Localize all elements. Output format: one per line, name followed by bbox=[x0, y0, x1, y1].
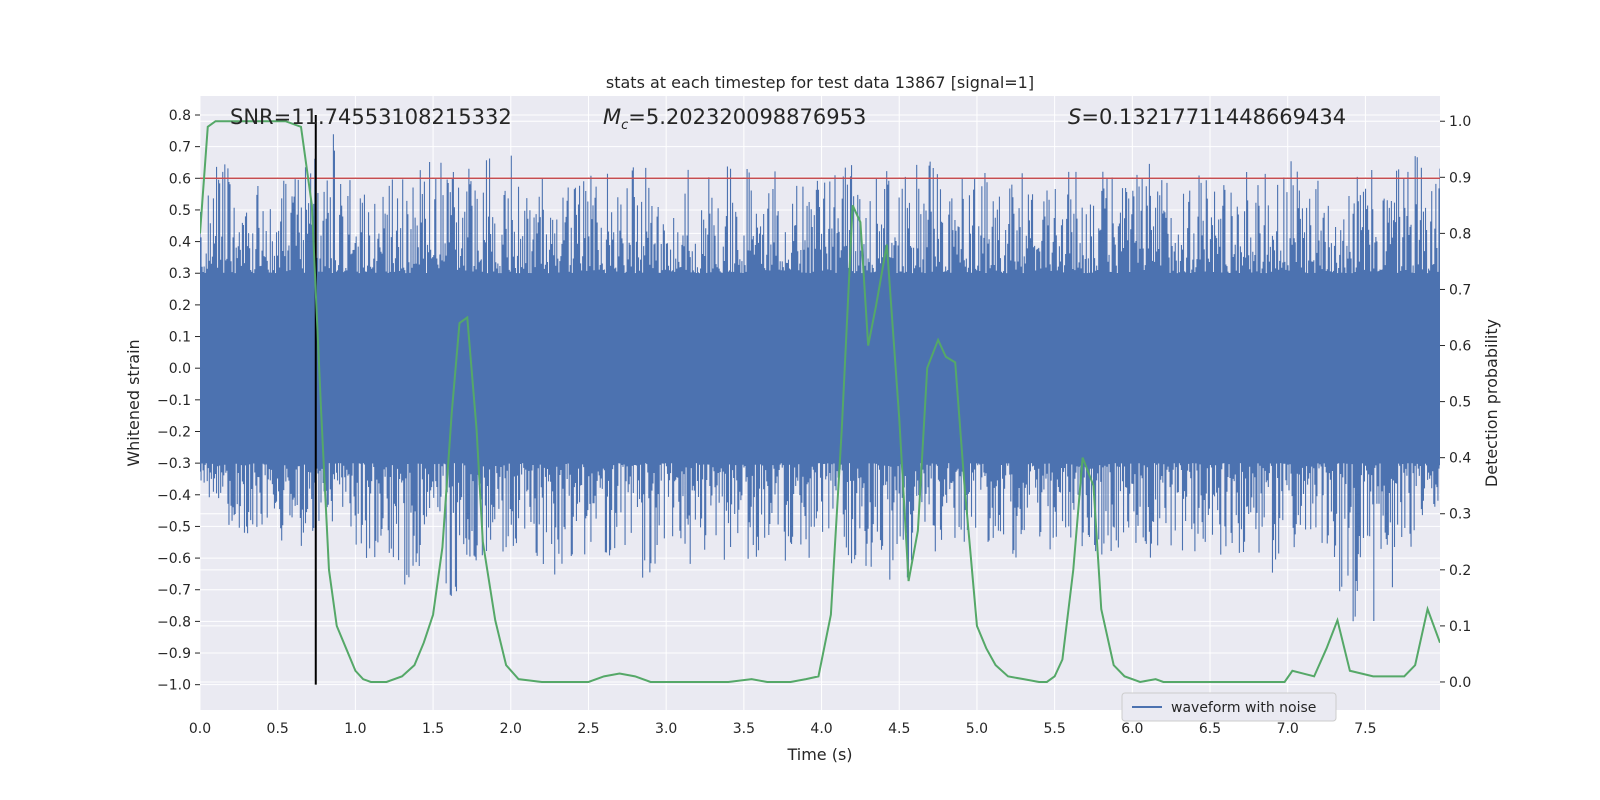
chirp-mass-value: =5.202320098876953 bbox=[628, 105, 866, 129]
y-left-tick-label: −0.8 bbox=[157, 614, 191, 630]
x-axis-ticks: 0.0 0.5 1.0 1.5 2.0 2.5 3.0 3.5 4.0 4.5 5.0 5.5 6.0 6… bbox=[189, 721, 1377, 737]
y-right-tick-label: 0.0 bbox=[1449, 675, 1471, 691]
x-tick-label: 7.0 bbox=[1277, 721, 1299, 737]
y-left-tick-label: −0.6 bbox=[157, 551, 191, 567]
y-left-tick-label: −0.4 bbox=[157, 488, 191, 504]
snr-annotation: SNR=11.74553108215332 bbox=[230, 105, 512, 129]
x-tick-label: 2.5 bbox=[577, 721, 599, 737]
y-left-tick-label: 0.4 bbox=[169, 235, 191, 251]
x-tick-label: 2.0 bbox=[500, 721, 522, 737]
y-right-tick-label: 0.6 bbox=[1449, 339, 1471, 355]
x-tick-label: 5.5 bbox=[1044, 721, 1066, 737]
y-left-tick-label: −0.1 bbox=[157, 393, 191, 409]
y-left-tick-label: 0.5 bbox=[169, 203, 191, 219]
y-left-tick-label: −1.0 bbox=[157, 678, 191, 694]
score-annotation: S=0.13217711448669434 bbox=[1068, 105, 1346, 129]
legend-label: waveform with noise bbox=[1171, 700, 1316, 716]
y-left-tick-label: −0.7 bbox=[157, 583, 191, 599]
x-tick-label: 6.5 bbox=[1199, 721, 1221, 737]
x-tick-label: 7.5 bbox=[1354, 721, 1376, 737]
x-tick-label: 4.5 bbox=[888, 721, 910, 737]
chirp-mass-subscript: c bbox=[621, 118, 628, 133]
y-left-tick-label: −0.3 bbox=[157, 456, 191, 472]
y-left-tick-label: 0.7 bbox=[169, 140, 191, 156]
x-axis-label: Time (s) bbox=[786, 745, 852, 764]
x-tick-label: 0.5 bbox=[267, 721, 289, 737]
y-right-tick-label: 0.9 bbox=[1449, 170, 1471, 186]
y-left-axis-ticks: 0.8 0.7 0.6 0.5 0.4 0.3 0.2 0.1 0.0 −0.1 −0.2 −0.3 −… bbox=[157, 108, 200, 694]
legend-box bbox=[1121, 692, 1337, 722]
chirp-mass-symbol: M bbox=[603, 105, 621, 129]
y-right-tick-label: 0.8 bbox=[1449, 226, 1471, 242]
y-left-tick-label: −0.9 bbox=[157, 646, 191, 662]
score-value: =0.13217711448669434 bbox=[1081, 105, 1346, 129]
legend: waveform with noise bbox=[1121, 692, 1337, 722]
x-tick-label: 3.5 bbox=[733, 721, 755, 737]
waveform-series bbox=[200, 134, 1440, 622]
detection-probability-line bbox=[200, 120, 1440, 683]
y-right-tick-label: 0.4 bbox=[1449, 451, 1471, 467]
x-tick-label: 6.0 bbox=[1121, 721, 1143, 737]
probability-series bbox=[200, 120, 1440, 683]
x-tick-label: 1.5 bbox=[422, 721, 444, 737]
x-tick-label: 0.0 bbox=[189, 721, 211, 737]
y-right-tick-label: 0.5 bbox=[1449, 395, 1471, 411]
y-left-tick-label: 0.8 bbox=[169, 108, 191, 124]
chart-title: stats at each timestep for test data 138… bbox=[606, 73, 1034, 92]
y-left-tick-label: 0.0 bbox=[169, 361, 191, 377]
y-left-tick-label: −0.5 bbox=[157, 519, 191, 535]
y-right-tick-label: 1.0 bbox=[1449, 114, 1471, 130]
marker-layer bbox=[200, 114, 1440, 685]
y-left-tick-label: 0.1 bbox=[169, 330, 191, 346]
y-right-tick-label: 0.2 bbox=[1449, 563, 1471, 579]
y-right-tick-label: 0.3 bbox=[1449, 507, 1471, 523]
y-left-tick-label: −0.2 bbox=[157, 424, 191, 440]
waveform-line bbox=[200, 134, 1440, 622]
y-left-tick-label: 0.6 bbox=[169, 171, 191, 187]
y-right-tick-label: 0.1 bbox=[1449, 619, 1471, 635]
x-tick-label: 4.0 bbox=[810, 721, 832, 737]
y-left-tick-label: 0.2 bbox=[169, 298, 191, 314]
y-left-axis-label: Whitened strain bbox=[124, 339, 143, 466]
score-symbol: S bbox=[1068, 105, 1081, 129]
chirp-mass-annotation: Mc=5.202320098876953 bbox=[603, 105, 866, 133]
y-right-tick-label: 0.7 bbox=[1449, 282, 1471, 298]
x-tick-label: 5.0 bbox=[966, 721, 988, 737]
y-right-axis-label: Detection probability bbox=[1482, 319, 1501, 487]
x-tick-label: 3.0 bbox=[655, 721, 677, 737]
x-tick-label: 1.0 bbox=[344, 721, 366, 737]
y-right-axis-ticks: 1.0 0.9 0.8 0.7 0.6 0.5 0.4 0.3 0.2 0.1 0.0 bbox=[1440, 114, 1471, 691]
y-left-tick-label: 0.3 bbox=[169, 266, 191, 282]
